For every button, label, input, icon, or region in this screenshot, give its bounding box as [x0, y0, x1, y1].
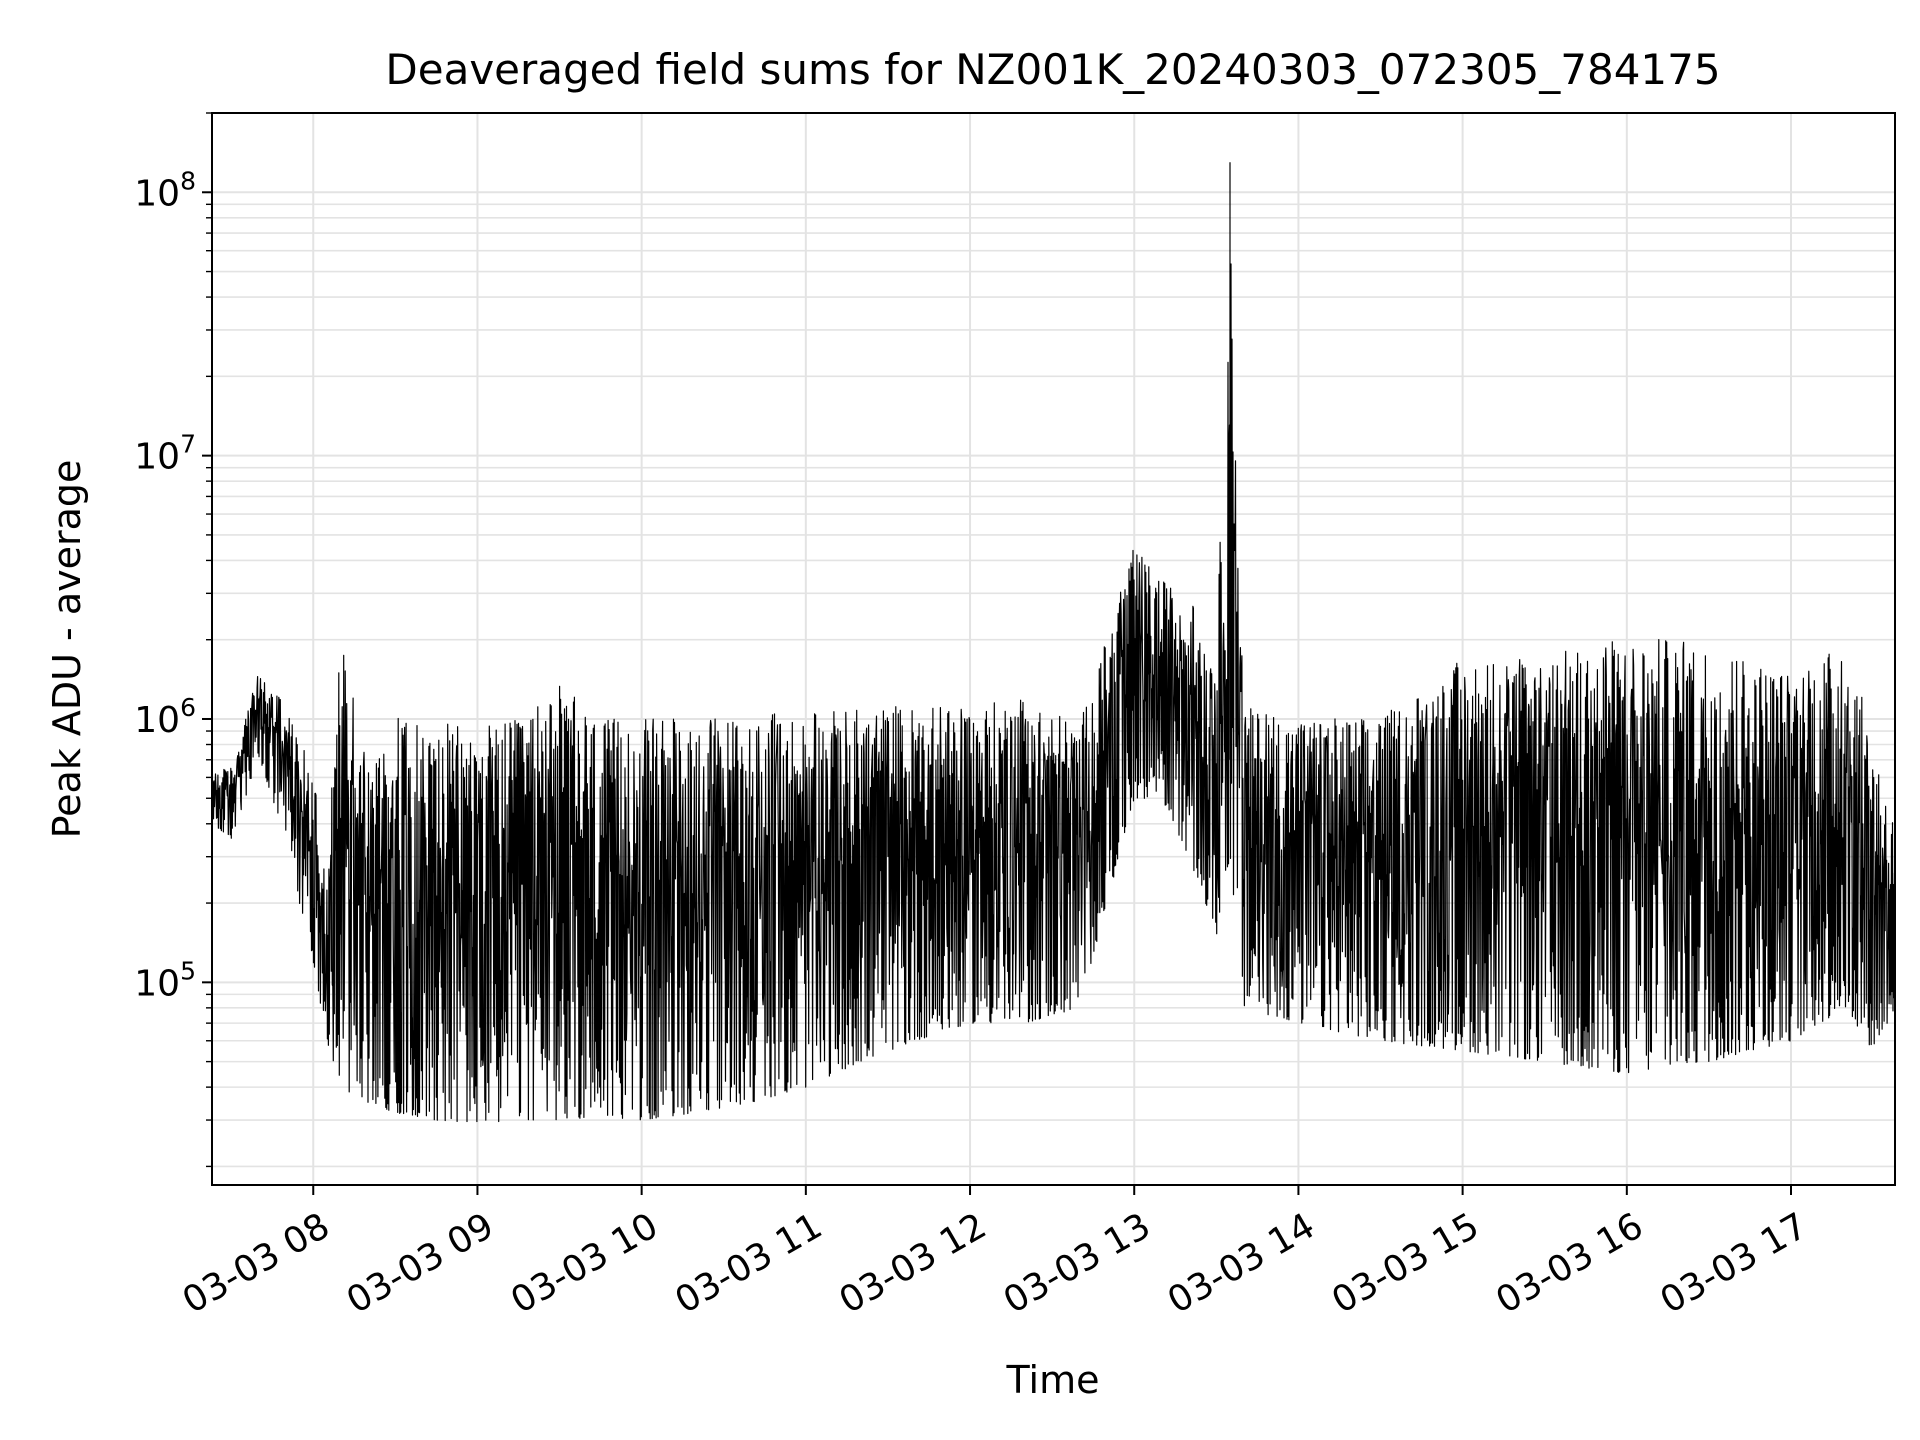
plot-frame	[211, 112, 1896, 1186]
x-axis-label: Time	[1006, 1358, 1100, 1402]
series-line	[211, 162, 1896, 1123]
data-series	[211, 162, 1896, 1123]
y-tick-label: 106	[134, 693, 196, 741]
y-tick-label: 107	[134, 430, 196, 478]
chart-title: Deaveraged field sums for NZ001K_2024030…	[385, 45, 1720, 94]
y-tick-label: 105	[134, 956, 196, 1004]
y-axis-label: Peak ADU - average	[45, 460, 89, 839]
y-tick-label: 108	[134, 166, 196, 214]
